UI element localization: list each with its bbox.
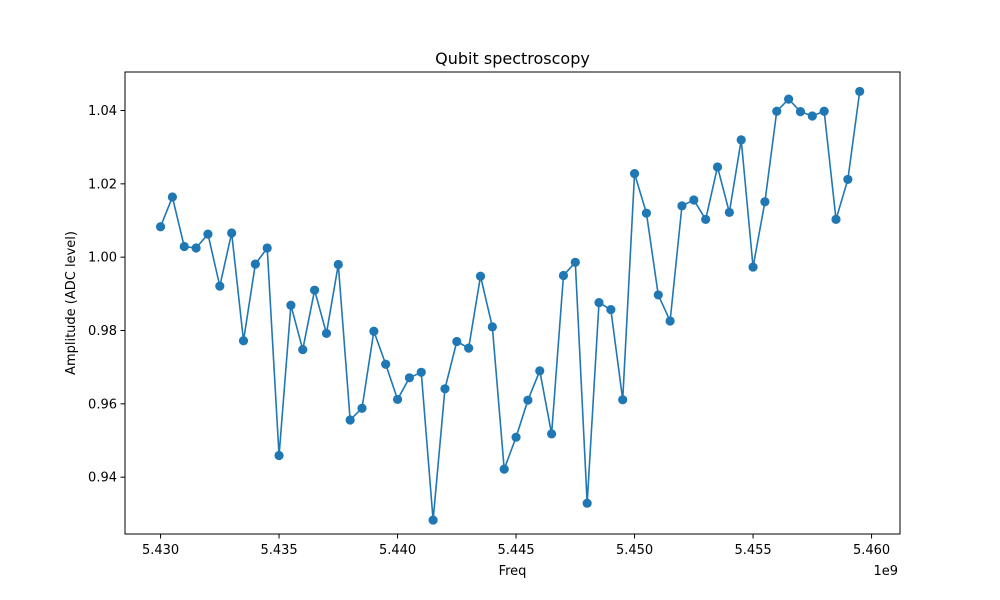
plot-area [155, 86, 865, 525]
data-point [428, 515, 438, 525]
data-point [333, 259, 343, 270]
data-point [712, 162, 723, 172]
data-point [227, 228, 237, 238]
data-point [629, 168, 640, 179]
data-point [475, 271, 486, 281]
data-point [167, 192, 178, 202]
y-tick-label: 1.04 [88, 104, 117, 119]
data-point [736, 135, 746, 145]
data-point [618, 395, 628, 405]
chart-title: Qubit spectroscopy [435, 49, 590, 68]
data-point [819, 106, 829, 116]
data-point [250, 259, 260, 269]
x-tick-label: 5.460 [853, 543, 890, 558]
data-point [381, 359, 391, 369]
data-point [701, 214, 711, 224]
data-point [570, 257, 580, 267]
y-tick-label: 1.02 [88, 177, 117, 192]
data-point [594, 298, 604, 308]
data-point [606, 305, 616, 315]
y-axis-ticks: 0.94 0.96 0.98 1.00 1.02 1.04 [88, 104, 125, 486]
data-point [582, 498, 592, 508]
x-tick-label: 5.445 [497, 543, 534, 558]
series-line [159, 91, 861, 521]
data-point [677, 201, 687, 211]
data-point [262, 243, 272, 253]
data-point [843, 174, 853, 185]
x-tick-label: 5.455 [734, 543, 771, 558]
data-point [203, 229, 213, 239]
data-point [191, 243, 201, 253]
data-point [748, 262, 758, 272]
data-point [772, 106, 782, 116]
data-point [641, 208, 652, 218]
y-tick-label: 0.98 [88, 324, 117, 339]
y-tick-label: 0.96 [88, 397, 117, 412]
data-point [499, 464, 509, 474]
data-point [547, 429, 557, 439]
data-point [535, 366, 545, 376]
x-tick-label: 5.430 [142, 543, 179, 558]
data-point [558, 270, 569, 281]
data-point [416, 367, 426, 377]
x-tick-label: 5.440 [379, 543, 416, 558]
data-point [487, 322, 497, 332]
data-point [369, 326, 379, 336]
data-point [724, 207, 734, 218]
data-point [784, 94, 794, 104]
data-point [464, 343, 474, 353]
data-point [286, 300, 296, 310]
data-point [274, 450, 284, 461]
x-axis-offset-label: 1e9 [873, 564, 898, 579]
data-point [179, 241, 189, 252]
data-point [795, 107, 806, 117]
data-point [357, 403, 367, 413]
data-point [855, 86, 865, 97]
data-point [238, 336, 249, 346]
data-point [155, 222, 166, 232]
data-point [665, 316, 675, 326]
data-point [760, 197, 770, 207]
y-tick-label: 1.00 [88, 251, 117, 266]
data-point [807, 111, 817, 121]
x-tick-label: 5.435 [260, 543, 297, 558]
data-point [321, 328, 332, 339]
data-point [215, 281, 225, 291]
y-tick-label: 0.94 [88, 471, 117, 486]
x-axis-label: Freq [499, 564, 527, 579]
data-point [653, 290, 663, 300]
data-point [452, 336, 462, 347]
data-point [310, 285, 320, 295]
data-point [392, 394, 403, 405]
x-tick-label: 5.450 [616, 543, 653, 558]
data-point [440, 384, 450, 394]
data-point [298, 344, 308, 355]
data-point [831, 214, 841, 224]
data-point [523, 395, 533, 405]
data-point [404, 373, 415, 383]
data-point [345, 415, 355, 425]
axes-frame [124, 71, 901, 535]
x-axis-ticks: 5.430 5.435 5.440 5.445 5.450 5.455 5.460 [142, 534, 890, 558]
data-point [511, 432, 521, 442]
data-point [689, 195, 699, 205]
y-axis-label: Amplitude (ADC level) [64, 231, 79, 375]
